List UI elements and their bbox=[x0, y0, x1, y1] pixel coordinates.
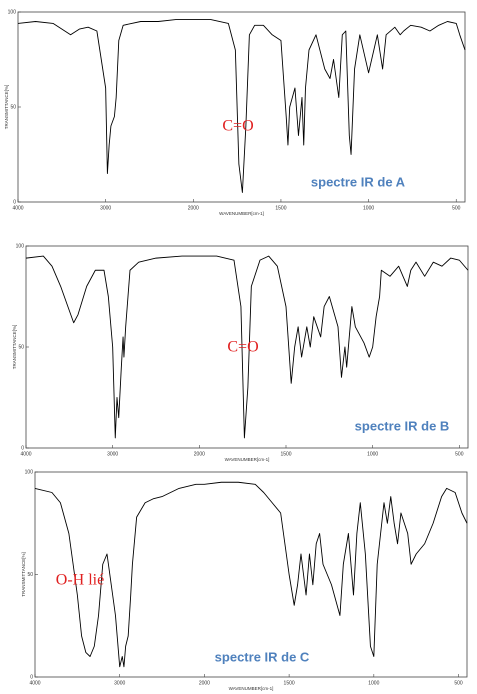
y-axis-label: TRANSMITTANCE[%] bbox=[12, 325, 17, 369]
group-annotation: C=O bbox=[227, 339, 258, 356]
y-tick-label: 50 bbox=[18, 344, 24, 350]
spectrum-line bbox=[17, 19, 466, 193]
y-tick-label: 50 bbox=[27, 572, 33, 578]
x-tick-label: 2000 bbox=[188, 205, 199, 211]
x-tick-label: 500 bbox=[454, 680, 463, 686]
x-tick-label: 2000 bbox=[194, 451, 205, 457]
group-annotation: C=O bbox=[222, 118, 253, 135]
x-tick-label: 1000 bbox=[368, 680, 379, 686]
spectrum-caption: spectre IR de C bbox=[215, 649, 310, 664]
y-tick-label: 100 bbox=[16, 243, 25, 249]
x-tick-label: 500 bbox=[452, 205, 461, 211]
y-tick-label: 100 bbox=[8, 9, 17, 15]
y-axis-label: TRANSMITTANCE[%] bbox=[21, 552, 26, 596]
y-tick-label: 0 bbox=[21, 445, 24, 451]
x-tick-label: 4000 bbox=[29, 680, 40, 686]
x-tick-label: 1500 bbox=[275, 205, 286, 211]
x-tick-label: 500 bbox=[455, 451, 464, 457]
x-tick-label: 1000 bbox=[367, 451, 378, 457]
x-tick-label: 1500 bbox=[280, 451, 291, 457]
x-tick-label: 1500 bbox=[284, 680, 295, 686]
y-tick-label: 50 bbox=[10, 104, 16, 110]
x-tick-label: 3000 bbox=[100, 205, 111, 211]
x-tick-label: 4000 bbox=[20, 451, 31, 457]
x-axis-label: WAVENUMBER[cm-1] bbox=[225, 457, 270, 462]
x-tick-label: 2000 bbox=[199, 680, 210, 686]
x-tick-label: 3000 bbox=[114, 680, 125, 686]
y-tick-label: 0 bbox=[13, 199, 16, 205]
x-axis-label: WAVENUMBER[cm-1] bbox=[219, 211, 264, 216]
group-annotation: O-H lié bbox=[56, 572, 104, 589]
x-tick-label: 1000 bbox=[363, 205, 374, 211]
x-tick-label: 3000 bbox=[107, 451, 118, 457]
spectrum-caption: spectre IR de A bbox=[311, 174, 406, 189]
spectrum-line bbox=[25, 255, 469, 439]
spectrum-line bbox=[34, 481, 468, 668]
y-tick-label: 0 bbox=[30, 674, 33, 680]
spectrum-caption: spectre IR de B bbox=[355, 418, 450, 433]
y-axis-label: TRANSMITTANCE[%] bbox=[4, 85, 9, 129]
x-axis-label: WAVENUMBER[cm-1] bbox=[229, 686, 274, 691]
x-tick-label: 4000 bbox=[12, 205, 23, 211]
y-tick-label: 100 bbox=[25, 469, 34, 475]
